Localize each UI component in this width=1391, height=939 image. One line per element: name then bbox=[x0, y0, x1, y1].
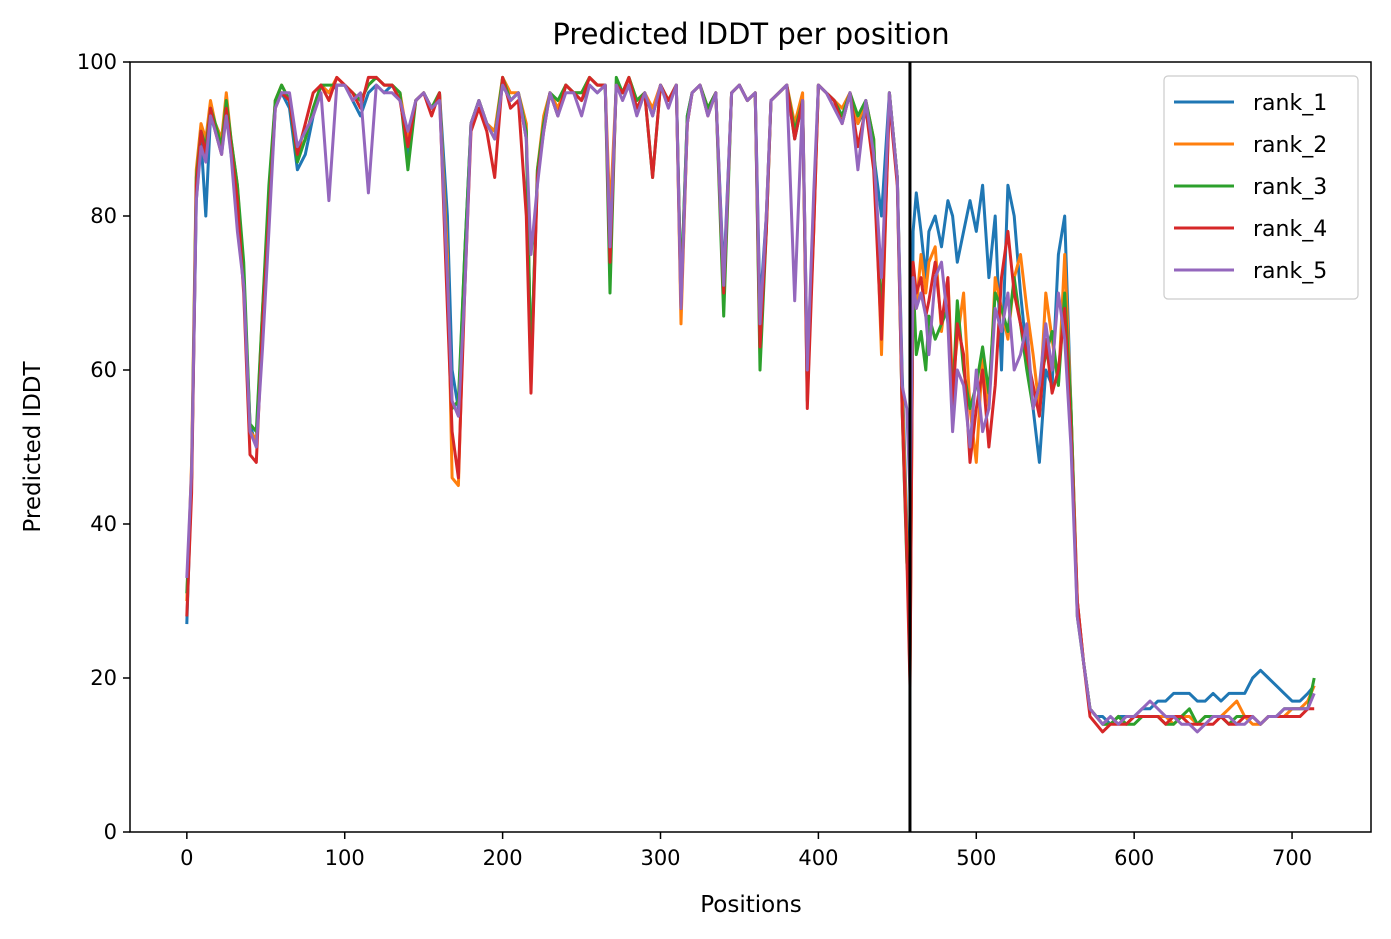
legend-label-rank_1: rank_1 bbox=[1253, 91, 1327, 116]
series-line-rank_5 bbox=[185, 83, 1316, 734]
x-tick-label: 600 bbox=[1114, 846, 1154, 870]
y-tick-label: 60 bbox=[90, 358, 117, 382]
series-line-rank_4 bbox=[185, 75, 1315, 734]
series-layer bbox=[185, 75, 1316, 734]
y-tick-label: 100 bbox=[77, 50, 117, 74]
x-axis-ticks: 0 100 200 300 400 500 600 700 bbox=[180, 832, 1312, 870]
x-axis-label: Positions bbox=[700, 892, 802, 918]
x-tick-label: 400 bbox=[798, 846, 838, 870]
x-tick-label: 300 bbox=[640, 846, 680, 870]
y-tick-label: 0 bbox=[104, 820, 117, 844]
plot-frame bbox=[129, 61, 1372, 833]
x-tick-label: 200 bbox=[483, 846, 523, 870]
y-tick-label: 80 bbox=[90, 204, 117, 228]
legend-box bbox=[1163, 75, 1359, 300]
x-tick-label: 500 bbox=[956, 846, 996, 870]
y-tick-label: 40 bbox=[90, 512, 117, 536]
legend-label-rank_5: rank_5 bbox=[1253, 259, 1327, 284]
y-axis-ticks: 0 20 40 60 80 100 bbox=[77, 50, 130, 844]
legend: rank_1 rank_2 rank_3 rank_4 rank_5 bbox=[1163, 75, 1359, 300]
x-tick-label: 100 bbox=[325, 846, 365, 870]
legend-label-rank_3: rank_3 bbox=[1253, 175, 1327, 200]
plot-area bbox=[129, 61, 1372, 833]
y-axis-label: Predicted lDDT bbox=[20, 360, 46, 532]
x-tick-label: 700 bbox=[1272, 846, 1312, 870]
x-tick-label: 0 bbox=[180, 846, 193, 870]
legend-label-rank_4: rank_4 bbox=[1253, 217, 1327, 242]
y-tick-label: 20 bbox=[90, 666, 117, 690]
chart-title: Predicted lDDT per position bbox=[552, 17, 949, 51]
legend-label-rank_2: rank_2 bbox=[1253, 133, 1327, 158]
